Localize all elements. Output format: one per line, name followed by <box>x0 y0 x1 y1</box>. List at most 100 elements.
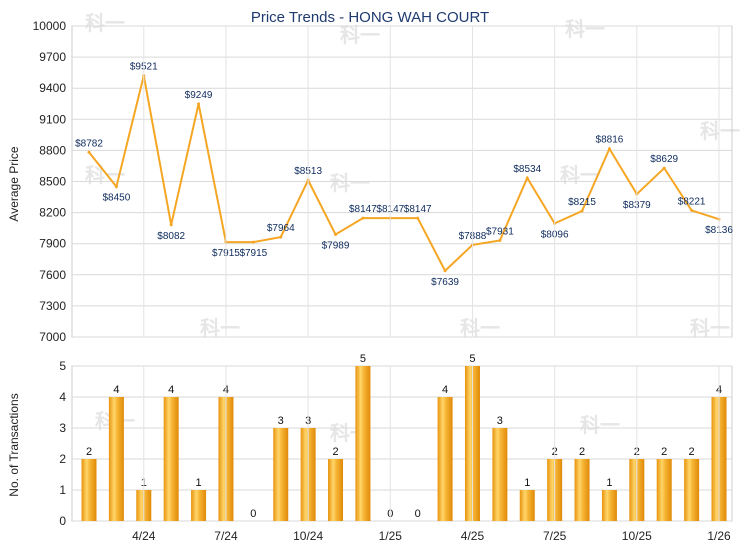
price-data-label: $8147 <box>349 204 377 215</box>
bar-chart-y-tick-label: 2 <box>59 452 66 466</box>
transaction-bar <box>492 428 508 521</box>
transaction-bar <box>81 459 97 521</box>
transaction-count-label: 2 <box>86 446 92 458</box>
transaction-bar <box>163 397 179 521</box>
line-chart-y-axis-label: Average Price <box>7 146 21 221</box>
x-tick-label: 7/25 <box>543 529 567 543</box>
price-point <box>690 208 694 212</box>
watermark-text: 科一 <box>330 171 370 195</box>
transaction-count-label: 0 <box>415 508 421 520</box>
transaction-count-label: 2 <box>332 446 338 458</box>
price-point <box>114 185 118 189</box>
watermark-text: 科一 <box>690 316 730 340</box>
x-tick-label: 1/25 <box>379 529 403 543</box>
transaction-bar <box>437 397 453 521</box>
watermark-text: 科一 <box>580 413 620 437</box>
transaction-bar <box>601 490 617 521</box>
transaction-count-label: 4 <box>113 384 119 396</box>
bar-chart-y-tick-label: 3 <box>59 421 66 435</box>
line-chart-y-tick-label: 9400 <box>39 81 66 95</box>
price-data-label: $7639 <box>431 277 459 288</box>
transaction-bar <box>355 366 371 521</box>
transaction-bar <box>656 459 672 521</box>
x-tick-label: 4/24 <box>132 529 156 543</box>
transaction-count-label: 2 <box>661 446 667 458</box>
line-chart-y-tick-label: 9700 <box>39 50 66 64</box>
price-point <box>197 102 201 106</box>
line-chart-y-tick-label: 8500 <box>39 175 66 189</box>
price-data-label: $8629 <box>650 154 678 165</box>
price-point <box>251 240 255 244</box>
transaction-count-label: 2 <box>689 446 695 458</box>
watermark-text: 科一 <box>460 316 500 340</box>
transaction-bar <box>684 459 700 521</box>
price-data-label: $8816 <box>596 135 624 146</box>
transaction-count-label: 5 <box>360 353 366 365</box>
price-data-label: $9249 <box>185 90 213 101</box>
transaction-bar <box>574 459 590 521</box>
price-data-label: $8147 <box>404 204 432 215</box>
price-data-label: $8782 <box>75 138 103 149</box>
price-data-label: $7915 <box>239 248 267 259</box>
transaction-count-label: 5 <box>469 353 475 365</box>
line-chart-y-tick-label: 7000 <box>39 330 66 344</box>
price-line <box>88 75 720 273</box>
line-chart-y-tick-label: 10000 <box>33 19 67 33</box>
transaction-count-label: 0 <box>250 508 256 520</box>
price-point <box>279 235 283 239</box>
chart-title: Price Trends - HONG WAH COURT <box>251 9 489 26</box>
transaction-bar <box>273 428 289 521</box>
price-data-label: $7964 <box>267 223 295 234</box>
watermark-text: 科一 <box>200 316 240 340</box>
price-point <box>662 166 666 170</box>
watermark-text: 科一 <box>340 23 380 47</box>
price-data-label: $8215 <box>568 197 596 208</box>
transaction-count-label: 4 <box>168 384 174 396</box>
transaction-bar <box>191 490 207 521</box>
bar-chart-y-axis-label: No. of Transactions <box>7 393 21 496</box>
watermark-text: 科一 <box>85 11 125 35</box>
line-chart-y-tick-label: 8200 <box>39 206 66 220</box>
bar-chart-y-tick-label: 5 <box>59 359 66 373</box>
price-point <box>361 216 365 220</box>
price-point <box>334 232 338 236</box>
transaction-bar <box>108 397 124 521</box>
line-chart-y-tick-label: 9100 <box>39 112 66 126</box>
watermark-text: 科一 <box>700 119 740 143</box>
bar-chart-y-tick-label: 1 <box>59 483 66 497</box>
price-point <box>498 238 502 242</box>
transaction-count-label: 3 <box>497 415 503 427</box>
transaction-bar <box>519 490 535 521</box>
price-data-label: $7931 <box>486 226 514 237</box>
transaction-count-label: 1 <box>524 477 530 489</box>
price-point <box>416 216 420 220</box>
line-chart-y-tick-label: 7600 <box>39 268 66 282</box>
x-tick-label: 10/24 <box>293 529 323 543</box>
price-point <box>87 150 91 154</box>
transaction-count-label: 1 <box>606 477 612 489</box>
bar-chart-y-tick-label: 0 <box>59 514 66 528</box>
price-data-label: $8082 <box>157 231 185 242</box>
price-point <box>443 269 447 273</box>
price-data-label: $8450 <box>102 193 130 204</box>
x-tick-label: 1/26 <box>707 529 731 543</box>
price-point <box>525 176 529 180</box>
price-point <box>607 147 611 151</box>
price-data-label: $7989 <box>322 240 350 251</box>
line-chart-y-tick-label: 8800 <box>39 143 66 157</box>
transaction-bar <box>328 459 344 521</box>
transaction-count-label: 2 <box>579 446 585 458</box>
line-chart-y-tick-label: 7300 <box>39 299 66 313</box>
x-tick-label: 4/25 <box>461 529 485 543</box>
price-data-label: $8221 <box>678 196 706 207</box>
line-chart-y-tick-label: 7900 <box>39 237 66 251</box>
transaction-count-label: 4 <box>442 384 448 396</box>
bar-chart-y-tick-label: 4 <box>59 390 66 404</box>
x-tick-label: 7/24 <box>214 529 238 543</box>
x-tick-label: 10/25 <box>622 529 652 543</box>
watermark-text: 科一 <box>565 17 605 41</box>
price-point <box>169 223 173 227</box>
transaction-count-label: 1 <box>196 477 202 489</box>
